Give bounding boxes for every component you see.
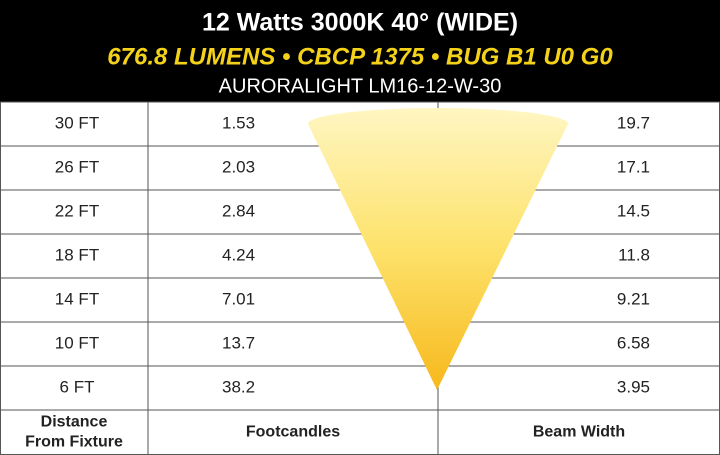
- header-band: [0, 0, 720, 102]
- distance-cell: 26 FT: [55, 157, 99, 176]
- footcandle-cell: 4.24: [222, 245, 255, 264]
- beam-width-cell: 3.95: [617, 377, 650, 396]
- beam-width-cell: 11.8: [618, 245, 650, 264]
- distance-cell: 6 FT: [60, 377, 95, 396]
- footcandle-cell: 7.01: [222, 289, 255, 308]
- footcandle-cell: 2.03: [222, 157, 255, 176]
- beam-width-cell: 14.5: [617, 201, 650, 220]
- column-header: From Fixture: [25, 434, 123, 451]
- column-header: Beam Width: [533, 424, 625, 441]
- beam-width-cell: 17.1: [617, 157, 650, 176]
- beam-width-cell: 9.21: [617, 289, 650, 308]
- column-header: Distance: [41, 414, 108, 431]
- title: 12 Watts 3000K 40° (WIDE): [202, 9, 518, 37]
- column-header: Footcandles: [246, 424, 340, 441]
- beam-width-cell: 19.7: [617, 113, 650, 132]
- footcandle-cell: 38.2: [222, 377, 255, 396]
- distance-cell: 14 FT: [55, 289, 99, 308]
- beam-cone: [308, 108, 568, 390]
- footcandle-cell: 13.7: [222, 333, 255, 352]
- distance-cell: 18 FT: [55, 245, 99, 264]
- footcandle-cell: 2.84: [222, 201, 255, 220]
- subtitle: 676.8 LUMENS • CBCP 1375 • BUG B1 U0 G0: [107, 43, 613, 70]
- distance-cell: 22 FT: [55, 201, 99, 220]
- distance-cell: 30 FT: [55, 113, 99, 132]
- model: AURORALIGHT LM16-12-W-30: [219, 75, 502, 97]
- distance-cell: 10 FT: [55, 333, 99, 352]
- footcandle-cell: 1.53: [222, 113, 255, 132]
- beam-width-cell: 6.58: [617, 333, 650, 352]
